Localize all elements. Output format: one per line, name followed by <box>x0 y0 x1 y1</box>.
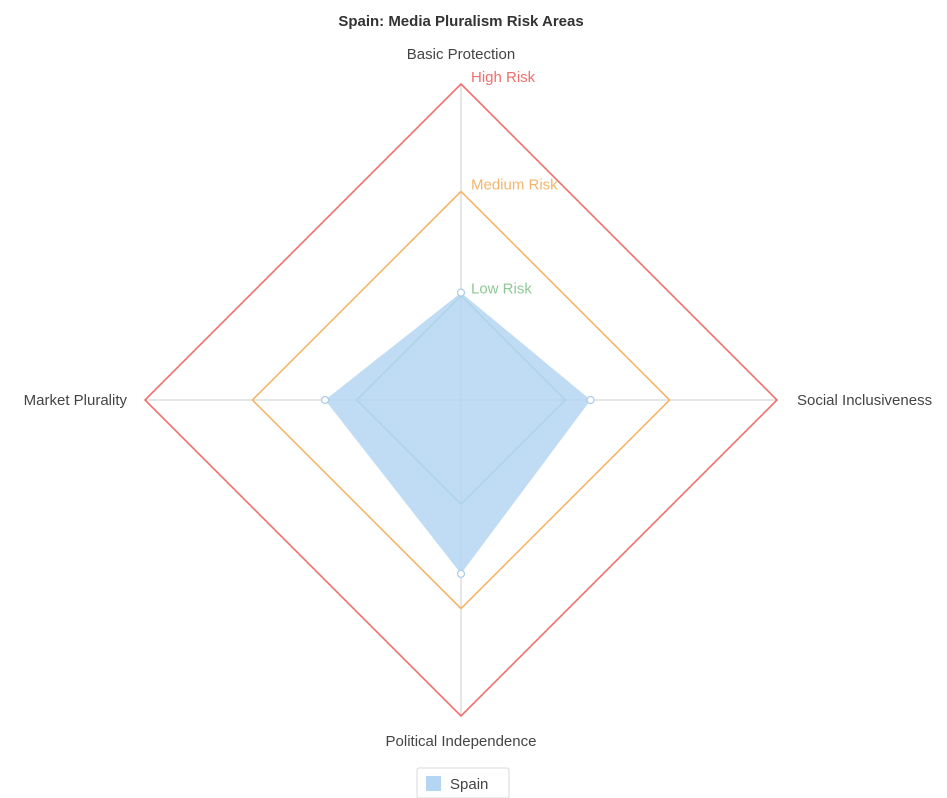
risk-band-labels-layer: Low Risk Medium Risk High Risk <box>471 69 558 298</box>
series-layer <box>321 288 595 578</box>
risk-band-label-low-risk: Low Risk <box>471 281 532 298</box>
series-area-spain <box>325 292 591 574</box>
legend[interactable]: Spain <box>416 767 510 798</box>
axis-label-basic-protection: Basic Protection <box>407 46 515 63</box>
data-point-political-independence[interactable] <box>456 569 466 578</box>
axis-labels-layer: Basic Protection Social Inclusiveness Poli… <box>24 46 932 750</box>
risk-band-high-risk <box>143 82 779 718</box>
legend-label-spain[interactable]: Spain <box>450 776 488 793</box>
data-point-market-plurality[interactable] <box>321 395 330 405</box>
axis-label-market-plurality: Market Plurality <box>24 392 128 409</box>
axis-label-social-inclusiveness: Social Inclusiveness <box>797 392 932 409</box>
risk-band-label-high-risk: High Risk <box>471 69 536 86</box>
risk-band-medium-risk <box>251 190 671 610</box>
risk-band-label-medium-risk: Medium Risk <box>471 176 558 193</box>
data-point-basic-protection[interactable] <box>456 288 466 297</box>
chart-title: Spain: Media Pluralism Risk Areas <box>338 13 583 30</box>
legend-swatch-spain[interactable] <box>426 776 441 791</box>
axis-label-political-independence: Political Independence <box>386 733 537 750</box>
data-point-social-inclusiveness[interactable] <box>586 395 595 405</box>
